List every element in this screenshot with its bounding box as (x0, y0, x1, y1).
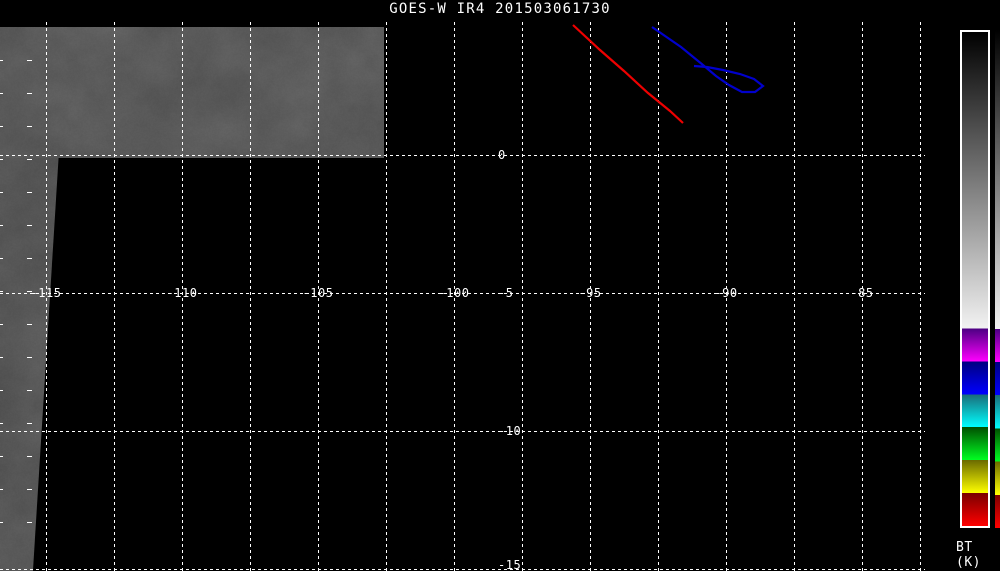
colorbar-tick (0, 126, 3, 127)
gridline-vertical (46, 22, 47, 571)
colorbar-gradient (962, 32, 988, 526)
gridline-vertical (590, 22, 591, 571)
colorbar-tick (27, 225, 32, 226)
longitude-tick-label: -110 (166, 286, 198, 300)
gridline-vertical (318, 22, 319, 571)
longitude-tick-label: -100 (438, 286, 470, 300)
colorbar-tick (27, 159, 32, 160)
colorbar-tick (27, 126, 32, 127)
gridline-vertical (182, 22, 183, 571)
colorbar-tick (27, 489, 32, 490)
latitude-tick-label: -10 (498, 424, 522, 438)
gridline-vertical (862, 22, 863, 571)
colorbar-ticks: 3203103002902802702602502402302202102001… (0, 30, 32, 528)
colorbar-tick (0, 291, 3, 292)
gridline-vertical (726, 22, 727, 571)
colorbar-tick (0, 225, 3, 226)
longitude-tick-label: -95 (578, 286, 602, 300)
colorbar-tick (27, 456, 32, 457)
colorbar-tick (27, 60, 32, 61)
clipped-right-panel (994, 22, 1000, 571)
gridline-horizontal (0, 293, 925, 294)
colorbar-tick (0, 489, 3, 490)
gridline-vertical (386, 22, 387, 571)
latitude-tick-label: 0 (498, 148, 506, 162)
colorbar-tick (0, 390, 3, 391)
figure-title: GOES-W IR4 201503061730 (389, 1, 611, 17)
colorbar-tick (27, 291, 32, 292)
colorbar (960, 30, 990, 528)
gridline-horizontal (0, 431, 925, 432)
gridline-horizontal (0, 155, 925, 156)
colorbar-tick (27, 192, 32, 193)
longitude-tick-label: -115 (30, 286, 62, 300)
latitude-tick-label: -15 (498, 558, 522, 571)
gridline-vertical (114, 22, 115, 571)
gridline-vertical (454, 22, 455, 571)
colorbar-axis-title: BT (K) (956, 540, 981, 570)
storm-track-blue (651, 26, 765, 94)
gridline-vertical (522, 22, 523, 571)
satellite-swath-upper (0, 27, 384, 158)
longitude-tick-label: -85 (850, 286, 874, 300)
colorbar-tick (27, 93, 32, 94)
gridline-vertical (920, 22, 921, 571)
colorbar-tick (0, 192, 3, 193)
colorbar-tick (0, 456, 3, 457)
gridline-vertical (794, 22, 795, 571)
colorbar-tick (27, 522, 32, 523)
gridline-horizontal (0, 569, 925, 570)
map-panel[interactable]: -115 -110 -105 -100 -95 -90 -85 0 -5 -10 -15 (0, 22, 925, 571)
longitude-tick-label: -90 (714, 286, 738, 300)
colorbar-tick (0, 324, 3, 325)
colorbar-tick (0, 357, 3, 358)
colorbar-tick (0, 522, 3, 523)
colorbar-tick (27, 258, 32, 259)
latitude-tick-label: -5 (498, 286, 514, 300)
colorbar-tick (0, 60, 3, 61)
clipped-colorbar (995, 30, 1000, 528)
colorbar-tick (0, 423, 3, 424)
gridline-vertical (250, 22, 251, 571)
gridline-vertical (658, 22, 659, 571)
colorbar-tick (0, 258, 3, 259)
colorbar-tick (27, 423, 32, 424)
colorbar-tick (0, 93, 3, 94)
colorbar-tick (27, 357, 32, 358)
colorbar-tick (27, 390, 32, 391)
colorbar-tick (0, 159, 3, 160)
longitude-tick-label: -105 (302, 286, 334, 300)
colorbar-tick (27, 324, 32, 325)
